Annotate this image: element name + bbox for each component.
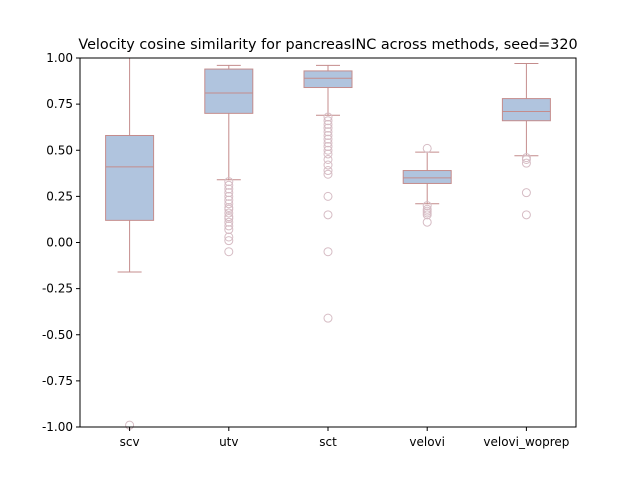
box-group-velovi_woprep bbox=[501, 63, 551, 220]
outlier-point bbox=[224, 225, 234, 235]
outlier-point bbox=[521, 188, 531, 198]
box-iqr bbox=[303, 70, 353, 89]
box-iqr bbox=[204, 68, 254, 114]
outlier-point bbox=[323, 123, 333, 133]
chart-title: Velocity cosine similarity for pancreasI… bbox=[78, 37, 577, 53]
outlier-point bbox=[224, 184, 234, 194]
y-tick-label: 0.75 bbox=[46, 97, 73, 111]
box-group-scv bbox=[105, 57, 155, 430]
outlier-point bbox=[323, 166, 333, 176]
outlier-point bbox=[224, 214, 234, 224]
box-group-utv bbox=[204, 64, 254, 257]
outlier-point bbox=[323, 191, 333, 201]
outlier-point bbox=[224, 199, 234, 209]
outlier-point bbox=[224, 221, 234, 231]
y-tick-label: -0.75 bbox=[42, 374, 73, 388]
x-tick-label-velovi: velovi bbox=[409, 435, 445, 449]
x-tick-label-utv: utv bbox=[219, 435, 238, 449]
outlier-point bbox=[323, 247, 333, 257]
outlier-point bbox=[323, 138, 333, 148]
box-iqr bbox=[501, 98, 551, 122]
outlier-point bbox=[224, 191, 234, 201]
y-tick-label: 0.25 bbox=[46, 189, 73, 203]
y-tick-label: 0.00 bbox=[46, 236, 73, 250]
y-tick-label: -1.00 bbox=[42, 420, 73, 434]
outlier-point bbox=[323, 130, 333, 140]
outlier-point bbox=[323, 149, 333, 159]
outlier-point bbox=[422, 217, 432, 227]
outlier-point bbox=[323, 313, 333, 323]
outlier-point bbox=[422, 210, 432, 220]
outlier-point bbox=[224, 177, 234, 187]
outlier-point bbox=[521, 158, 531, 168]
outlier-point bbox=[224, 204, 234, 214]
outlier-point bbox=[224, 195, 234, 205]
box-group-sct bbox=[303, 64, 353, 323]
outlier-point bbox=[224, 247, 234, 257]
outlier-point bbox=[224, 236, 234, 246]
y-axis: -1.00 -0.75 -0.50 -0.25 0.00 0.25 0.50 0.75 1.00 bbox=[42, 51, 80, 434]
x-tick-label-velovi_woprep: velovi_woprep bbox=[483, 435, 569, 449]
x-tick-label-sct: sct bbox=[319, 435, 337, 449]
y-tick-label: 0.50 bbox=[46, 143, 73, 157]
outlier-point bbox=[521, 154, 531, 164]
outlier-point bbox=[224, 208, 234, 218]
y-tick-label: -0.50 bbox=[42, 328, 73, 342]
outlier-point bbox=[323, 116, 333, 126]
outlier-point bbox=[323, 160, 333, 170]
outlier-point bbox=[323, 210, 333, 220]
box-group-velovi bbox=[402, 143, 452, 227]
outlier-point bbox=[323, 154, 333, 164]
outlier-point bbox=[224, 232, 234, 242]
outlier-point bbox=[422, 143, 432, 153]
x-tick-label-scv: scv bbox=[120, 435, 140, 449]
box-iqr bbox=[402, 170, 452, 184]
outlier-point bbox=[422, 201, 432, 211]
y-tick-label: -0.25 bbox=[42, 282, 73, 296]
outlier-point bbox=[323, 142, 333, 152]
y-tick-label: 1.00 bbox=[46, 51, 73, 65]
outlier-point bbox=[323, 134, 333, 144]
outlier-point bbox=[323, 145, 333, 155]
outlier-point bbox=[521, 210, 531, 220]
plot-area bbox=[105, 57, 551, 430]
outlier-point bbox=[323, 112, 333, 122]
outlier-point bbox=[224, 217, 234, 227]
outlier-point bbox=[323, 119, 333, 129]
outlier-point bbox=[323, 127, 333, 137]
outlier-point bbox=[323, 169, 333, 179]
outlier-point bbox=[224, 188, 234, 198]
box-iqr bbox=[105, 134, 155, 221]
x-axis: scv utv sct velovi velovi_woprep bbox=[120, 427, 569, 449]
outlier-point bbox=[224, 180, 234, 190]
